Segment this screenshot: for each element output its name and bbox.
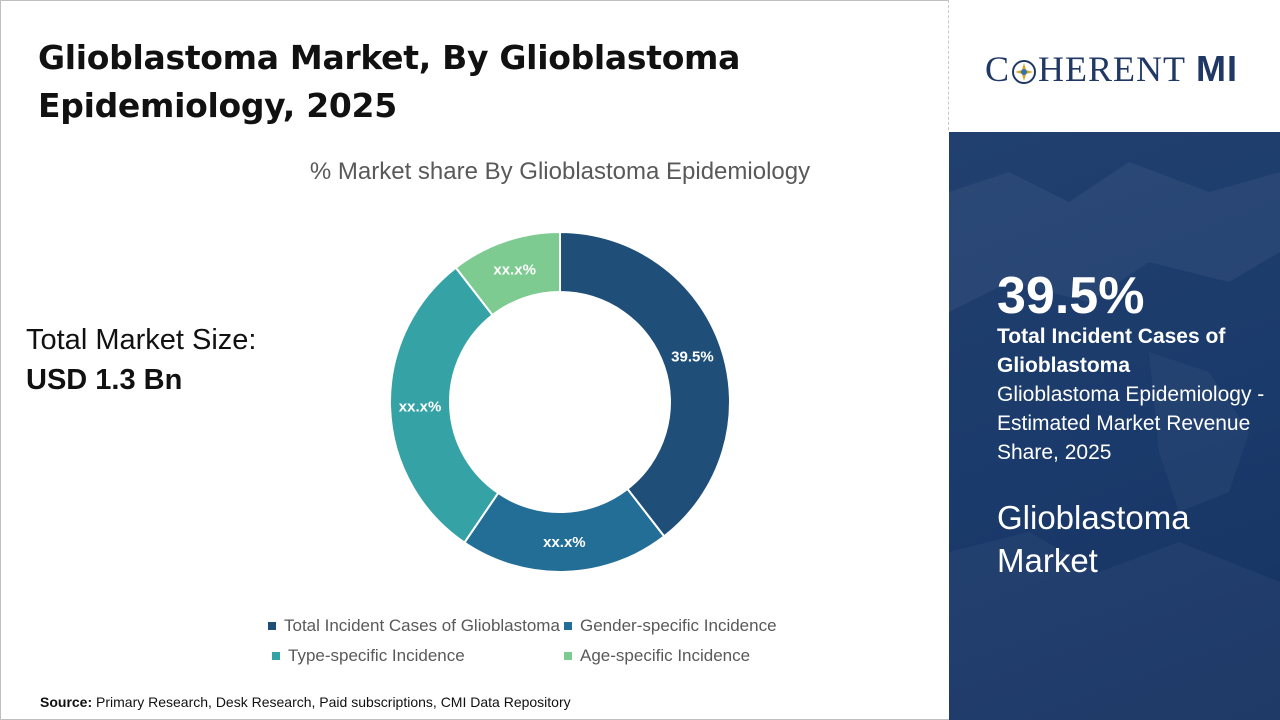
- chart-title: % Market share By Glioblastoma Epidemiol…: [309, 158, 811, 185]
- highlight-panel: 39.5% Total Incident Cases of Glioblasto…: [949, 132, 1280, 720]
- logo-letter-c: C: [985, 49, 1011, 89]
- logo-area: C HERENT MI: [949, 0, 1280, 132]
- coherent-mi-logo: C HERENT MI: [985, 48, 1238, 94]
- donut-chart: 39.5% xx.x% xx.x% xx.x%: [389, 230, 731, 573]
- legend-swatch: [268, 622, 276, 630]
- market-size-label: Total Market Size:: [26, 324, 257, 356]
- highlight-value: 39.5%: [997, 267, 1145, 325]
- data-label-2: xx.x%: [543, 534, 586, 551]
- highlight-market: Glioblastoma Market: [997, 499, 1190, 579]
- logo-mi: MI: [1196, 48, 1238, 89]
- legend-item-1: Total Incident Cases of Glioblastoma: [268, 616, 560, 636]
- legend-item-3: Type-specific Incidence: [272, 646, 465, 666]
- donut-slice-4: [454, 230, 561, 317]
- data-label-3: xx.x%: [399, 398, 442, 415]
- map-background: [949, 162, 1280, 720]
- donut-slice-3: [389, 266, 500, 544]
- data-label-4: xx.x%: [493, 262, 536, 279]
- market-size-value: USD 1.3 Bn: [26, 364, 183, 396]
- legend-item-2: Gender-specific Incidence: [564, 616, 777, 636]
- data-label-1: 39.5%: [671, 349, 714, 366]
- donut-slice-2: [463, 487, 666, 573]
- legend-label: Gender-specific Incidence: [580, 616, 777, 635]
- legend-label: Age-specific Incidence: [580, 646, 751, 665]
- donut-slice-1: [559, 230, 731, 538]
- page-title: Glioblastoma Market, By Glioblastoma Epi…: [38, 38, 741, 125]
- legend-swatch: [272, 652, 280, 660]
- legend-swatch: [564, 652, 572, 660]
- chart-legend: Total Incident Cases of Glioblastoma Gend…: [268, 616, 868, 672]
- chart-area: Glioblastoma Market, By Glioblastoma Epi…: [26, 38, 868, 710]
- source-note: Source: Primary Research, Desk Research,…: [40, 694, 571, 710]
- logo-globe-icon: [1011, 52, 1037, 94]
- highlight-description: Glioblastoma Epidemiology - Estimated Ma…: [997, 383, 1265, 464]
- highlight-label: Total Incident Cases of Glioblastoma: [997, 325, 1226, 377]
- legend-item-4: Age-specific Incidence: [564, 646, 750, 666]
- source-text: Primary Research, Desk Research, Paid su…: [96, 694, 571, 710]
- divider: [948, 0, 949, 130]
- legend-label: Type-specific Incidence: [288, 646, 465, 665]
- legend-label: Total Incident Cases of Glioblastoma: [284, 616, 560, 635]
- logo-word: HERENT: [1038, 49, 1186, 89]
- source-label: Source:: [40, 694, 93, 710]
- legend-swatch: [564, 622, 572, 630]
